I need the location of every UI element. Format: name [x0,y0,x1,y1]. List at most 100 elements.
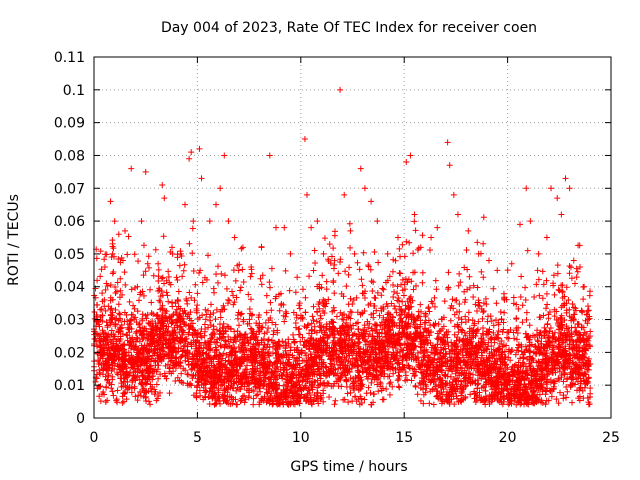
data-point [397,306,404,313]
data-point [570,304,577,311]
data-point [395,375,402,382]
data-point [221,337,228,344]
data-point [379,285,386,292]
data-point [330,304,337,311]
data-point [422,319,429,326]
data-point [359,381,366,388]
data-point [350,362,357,369]
data-point [424,352,431,359]
data-point [448,357,455,364]
data-point [358,276,365,283]
data-point [106,337,113,344]
data-point [482,387,489,394]
data-point [235,309,242,316]
data-point [462,313,469,320]
data-point [202,389,209,396]
data-point [243,379,250,386]
data-point [431,303,438,310]
data-point [112,284,119,291]
data-point [330,383,337,390]
data-point [254,391,261,398]
data-point [467,391,474,398]
data-point [369,288,376,295]
data-point [295,326,302,333]
data-point [148,299,155,306]
data-point [568,275,575,282]
data-point [260,346,267,353]
data-point [551,313,558,320]
data-point [312,368,319,375]
data-point [212,344,219,351]
data-point [282,381,289,388]
data-point [370,365,377,372]
data-point [389,320,396,327]
data-point [158,326,165,333]
data-point [182,347,189,354]
data-point [452,370,459,377]
data-point [123,331,130,338]
data-point [189,250,196,257]
data-point [509,363,516,370]
data-point [137,392,144,399]
data-point [218,270,225,277]
data-point [585,307,592,314]
data-point [285,351,292,358]
data-point [469,371,476,378]
data-point [564,364,571,371]
data-point [232,396,239,403]
data-point [185,371,192,378]
data-point [495,328,502,335]
data-point [120,357,127,364]
data-point [414,391,421,398]
data-point [479,352,486,359]
data-point [282,339,289,346]
data-point [380,314,387,321]
data-point [387,379,394,386]
data-point [440,337,447,344]
data-point [221,272,228,279]
data-point [527,362,534,369]
data-point [393,309,400,316]
data-point [439,338,446,345]
data-point [410,286,417,293]
data-point [248,359,255,366]
data-point [534,267,541,274]
data-point [136,320,143,327]
data-point [176,313,183,320]
data-point [317,315,324,322]
data-point [152,246,159,253]
data-point [375,259,382,266]
data-point [225,366,232,373]
data-point [427,379,434,386]
data-point [309,313,316,320]
data-point [117,311,124,318]
data-point [373,326,380,333]
data-point [280,360,287,367]
data-point [278,394,285,401]
data-point [337,258,344,265]
data-point [544,371,551,378]
data-point [526,341,533,348]
data-point [185,331,192,338]
data-point [197,267,204,274]
data-point [335,270,342,277]
data-point [307,396,314,403]
data-point [365,365,372,372]
data-point [105,379,112,386]
data-point [337,309,344,316]
data-point [157,351,164,358]
data-point [108,305,115,312]
data-point [325,296,332,303]
data-point [365,324,372,331]
data-point [120,346,127,353]
data-point [239,266,246,273]
data-point [115,371,122,378]
data-point [205,252,212,259]
data-point [348,309,355,316]
data-point [155,266,162,273]
data-point [269,319,276,326]
data-point [542,391,549,398]
data-point [285,359,292,366]
data-point [359,282,366,289]
data-point [537,373,544,380]
